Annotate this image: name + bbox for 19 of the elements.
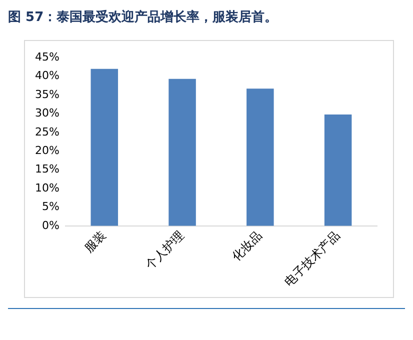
- bar: [168, 78, 196, 226]
- x-tick-label: 个人护理: [142, 228, 187, 272]
- y-tick-label: 35%: [34, 88, 60, 101]
- x-tick-label: 电子技术产品: [282, 228, 342, 290]
- y-tick-label: 20%: [34, 144, 60, 157]
- y-tick-label: 0%: [42, 218, 60, 232]
- y-tick-label: 5%: [42, 200, 60, 214]
- y-tick-label: 10%: [34, 181, 60, 194]
- bar: [90, 68, 118, 226]
- x-tick-label: 服装: [82, 228, 109, 256]
- y-tick-label: 40%: [34, 69, 60, 82]
- y-tick-label: 45%: [34, 50, 60, 64]
- chart-title: 图 57：泰国最受欢迎产品增长率，服装居首。: [8, 8, 279, 26]
- y-tick-label: 15%: [34, 162, 60, 176]
- y-tick-label: 30%: [34, 106, 60, 120]
- bar: [324, 114, 352, 226]
- bar: [246, 88, 274, 226]
- x-tick-label: 化妆品: [229, 228, 264, 264]
- y-tick-label: 25%: [34, 125, 60, 138]
